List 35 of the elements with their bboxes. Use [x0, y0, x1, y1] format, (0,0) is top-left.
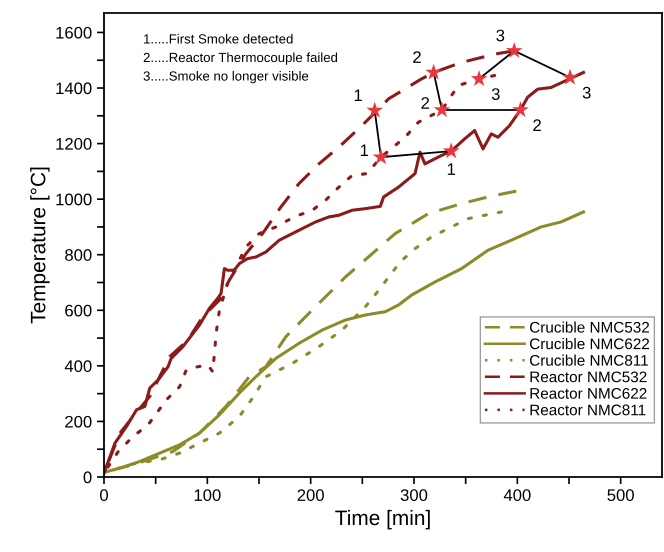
annotation: 2: [413, 51, 421, 63]
y-tick-label: 1600: [56, 26, 92, 39]
annotation: 1: [360, 144, 368, 156]
y-tick-label: 0: [84, 471, 92, 484]
y-tick-label: 1400: [56, 82, 92, 94]
annotation: 3: [496, 30, 504, 42]
annotation: 2: [533, 119, 541, 131]
x-tick-label: 0: [100, 489, 108, 502]
annotation: 1: [354, 89, 362, 101]
y-tick-label: 1000: [56, 194, 92, 206]
legend-label: Crucible NMC811: [530, 354, 648, 366]
legend-label: Crucible NMC622: [530, 338, 650, 350]
y-tick-label: 200: [65, 416, 92, 428]
y-tick-label: 800: [65, 249, 92, 261]
annotation: 3: [492, 88, 500, 100]
legend-label: Reactor NMC622: [530, 388, 646, 399]
annotation: 1.....First Smoke detected: [144, 34, 293, 44]
x-tick-label: 200: [298, 489, 324, 502]
annotation: 3.....Smoke no longer visible: [144, 71, 308, 84]
x-tick-label: 500: [607, 489, 634, 502]
annotation: 2.....Reactor Thermocouple failed: [144, 52, 338, 65]
x-axis-title: Time [min]: [335, 510, 430, 530]
annotation: 1: [448, 163, 456, 175]
x-tick-label: 400: [504, 489, 531, 502]
y-tick-label: 1200: [56, 138, 92, 150]
annotation: 3: [582, 86, 591, 99]
x-tick-label: 300: [400, 489, 428, 502]
legend-label: Reactor NMC811: [530, 404, 646, 416]
x-tick-label: 100: [194, 489, 221, 502]
legend-label: Reactor NMC532: [530, 371, 646, 382]
y-tick-label: 600: [65, 304, 92, 316]
y-tick-label: 400: [64, 360, 92, 372]
legend-label: Crucible NMC532: [530, 321, 650, 333]
annotation: 2: [421, 97, 430, 109]
y-axis-title: Temperature [°C]: [30, 168, 50, 324]
